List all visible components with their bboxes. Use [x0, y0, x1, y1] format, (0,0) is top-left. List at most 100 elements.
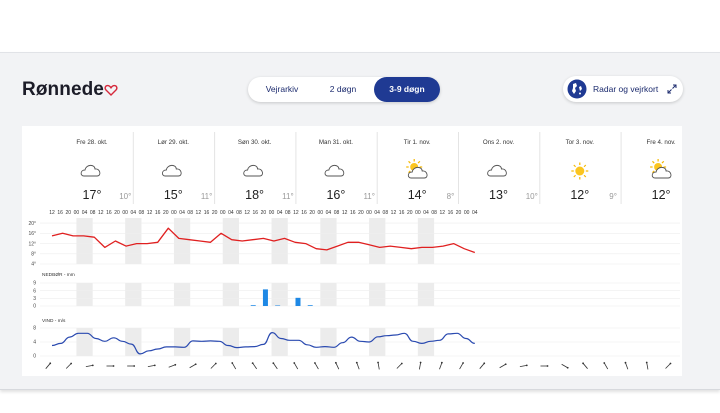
- wind-direction-arrow-icon: [519, 364, 528, 368]
- wind-direction-arrow-icon: [624, 361, 629, 370]
- sun-ray: [573, 164, 576, 168]
- arrow-shaft: [625, 362, 629, 370]
- wind-line: [51, 331, 475, 355]
- tab-2-days[interactable]: 2 døgn: [329, 84, 357, 94]
- hour-tick: 00: [366, 210, 372, 216]
- wind-direction-arrow-icon: [418, 361, 422, 370]
- night-band: [417, 218, 435, 264]
- wind-direction-arrow-icon: [45, 362, 52, 369]
- sun-ray: [661, 160, 665, 164]
- temperature-line: [51, 227, 476, 254]
- arrow-shaft: [603, 362, 609, 370]
- arrow-head: [377, 361, 379, 364]
- wind-direction-arrow-icon: [189, 363, 197, 369]
- wind-direction-arrow-icon: [210, 362, 217, 369]
- forecast-chart: Fre 28. okt. 17° 10° Lør 29. okt. 15° 11° Søn …: [28, 132, 680, 370]
- hour-tick: 00: [220, 210, 226, 216]
- hour-tick: 08: [90, 210, 96, 216]
- expand-icon: [667, 84, 677, 94]
- arrow-shaft: [168, 364, 176, 368]
- max-temp: 12°: [570, 188, 589, 202]
- hour-tick: 08: [187, 210, 193, 216]
- sun-ray: [583, 174, 587, 178]
- max-temp: 17°: [83, 188, 102, 202]
- hour-tick: 00: [122, 210, 128, 216]
- wind-direction-arrow-icon: [561, 363, 569, 369]
- temp-axis-label: 8°: [31, 251, 36, 257]
- arrow-shaft: [252, 362, 258, 370]
- night-band: [76, 218, 93, 264]
- location-name: Rønnede: [22, 79, 104, 100]
- hour-tick: 20: [407, 210, 413, 216]
- arrow-head: [624, 361, 627, 364]
- arrow-head: [49, 362, 52, 365]
- wind-direction-arrow-icon: [540, 365, 549, 367]
- cloud-shape: [651, 166, 672, 179]
- arrow-head: [355, 361, 358, 364]
- hour-tick: 12: [49, 210, 55, 216]
- precipitation-bar: [295, 297, 301, 306]
- arrow-shaft: [356, 362, 360, 370]
- day-label: Fre 28. okt.: [76, 139, 108, 146]
- day-label: Man 31. okt.: [319, 139, 353, 146]
- hour-tick: 08: [139, 210, 145, 216]
- cloud-shape: [80, 164, 101, 177]
- tab-3-9-days[interactable]: 3-9 døgn: [374, 77, 440, 102]
- radar-button[interactable]: Radar og vejrkort: [563, 76, 683, 102]
- day-label: Søn 30. okt.: [238, 139, 272, 146]
- min-temp: 11°: [201, 192, 213, 201]
- wind-direction-arrow-icon: [85, 364, 94, 368]
- arrow-shaft: [85, 364, 93, 368]
- hour-tick: 20: [65, 210, 71, 216]
- max-temp: 18°: [245, 188, 264, 202]
- arrow-head: [400, 362, 403, 365]
- arrow-head: [334, 361, 337, 364]
- heart-icon[interactable]: [104, 83, 118, 97]
- arrow-shaft: [65, 363, 72, 369]
- forecast-panel: Fre 28. okt. 17° 10° Lør 29. okt. 15° 11° Søn …: [22, 126, 682, 376]
- hour-tick: 00: [74, 210, 80, 216]
- hour-tick: 04: [131, 210, 137, 216]
- hour-tick: 12: [439, 210, 445, 216]
- arrow-shaft: [272, 362, 278, 370]
- arrow-shaft: [396, 363, 403, 369]
- arrow-head: [231, 362, 234, 364]
- wind-direction-arrow-icon: [499, 363, 507, 369]
- precipitation-bar: [262, 289, 268, 306]
- arrow-head: [669, 362, 672, 365]
- arrow-head: [566, 366, 569, 369]
- hour-tick: 04: [277, 210, 283, 216]
- arrow-shaft: [377, 362, 380, 370]
- wind-direction-arrow-icon: [439, 361, 443, 370]
- sun-ray: [652, 170, 655, 174]
- precipitation-bar: [275, 305, 281, 306]
- arrow-head: [70, 362, 73, 365]
- cloud-icon: [243, 164, 263, 177]
- arrow-shaft: [147, 364, 155, 368]
- hour-tick: 04: [228, 210, 234, 216]
- hour-tick: 12: [98, 210, 104, 216]
- arrow-head: [525, 364, 528, 367]
- wind-direction-arrow-icon: [459, 362, 464, 370]
- cloud-icon: [324, 164, 345, 177]
- hour-tick: 12: [391, 210, 397, 216]
- sun-ray: [583, 164, 587, 168]
- night-band: [271, 218, 288, 264]
- wind-direction-arrow-icon: [377, 361, 380, 370]
- arrow-head: [214, 362, 217, 365]
- cloud-icon: [80, 164, 101, 177]
- day-label: Ons 2. nov.: [483, 139, 514, 146]
- night-band: [417, 283, 435, 306]
- night-band: [320, 283, 337, 306]
- hour-tick: 20: [114, 210, 120, 216]
- arrow-shaft: [210, 363, 217, 369]
- night-band: [125, 218, 142, 264]
- tab-weather-archive[interactable]: Vejrarkiv: [265, 84, 299, 94]
- hour-tick: 00: [171, 210, 177, 216]
- hour-tick: 08: [334, 210, 340, 216]
- hour-tick: 08: [236, 210, 242, 216]
- min-temp: 8°: [447, 192, 455, 201]
- sun-ray: [652, 160, 655, 164]
- arrow-head: [483, 362, 486, 365]
